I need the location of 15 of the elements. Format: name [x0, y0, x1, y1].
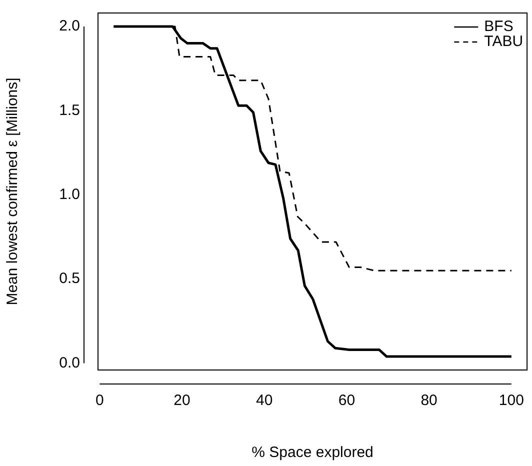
x-tick-label: 80 [420, 392, 438, 410]
x-tick-label: 20 [174, 392, 190, 410]
legend-label: BFS [484, 18, 514, 36]
x-tick-label: 60 [338, 392, 356, 410]
x-tick-label: 0 [95, 392, 104, 410]
y-axis-title: Mean lowest confirmed ε [Millions] [4, 78, 22, 306]
legend-label: TABU [484, 33, 524, 50]
y-tick-label: 1.5 [59, 102, 80, 119]
x-axis-title: % Space explored [252, 444, 374, 462]
x-tick-label: 40 [256, 392, 273, 410]
x-tick-label: 100 [498, 392, 524, 410]
y-tick-label: 2.0 [59, 18, 80, 35]
y-tick-label: 0.5 [59, 270, 80, 288]
y-tick-label: 1.0 [59, 186, 80, 204]
y-tick-label: 0.0 [59, 354, 80, 372]
